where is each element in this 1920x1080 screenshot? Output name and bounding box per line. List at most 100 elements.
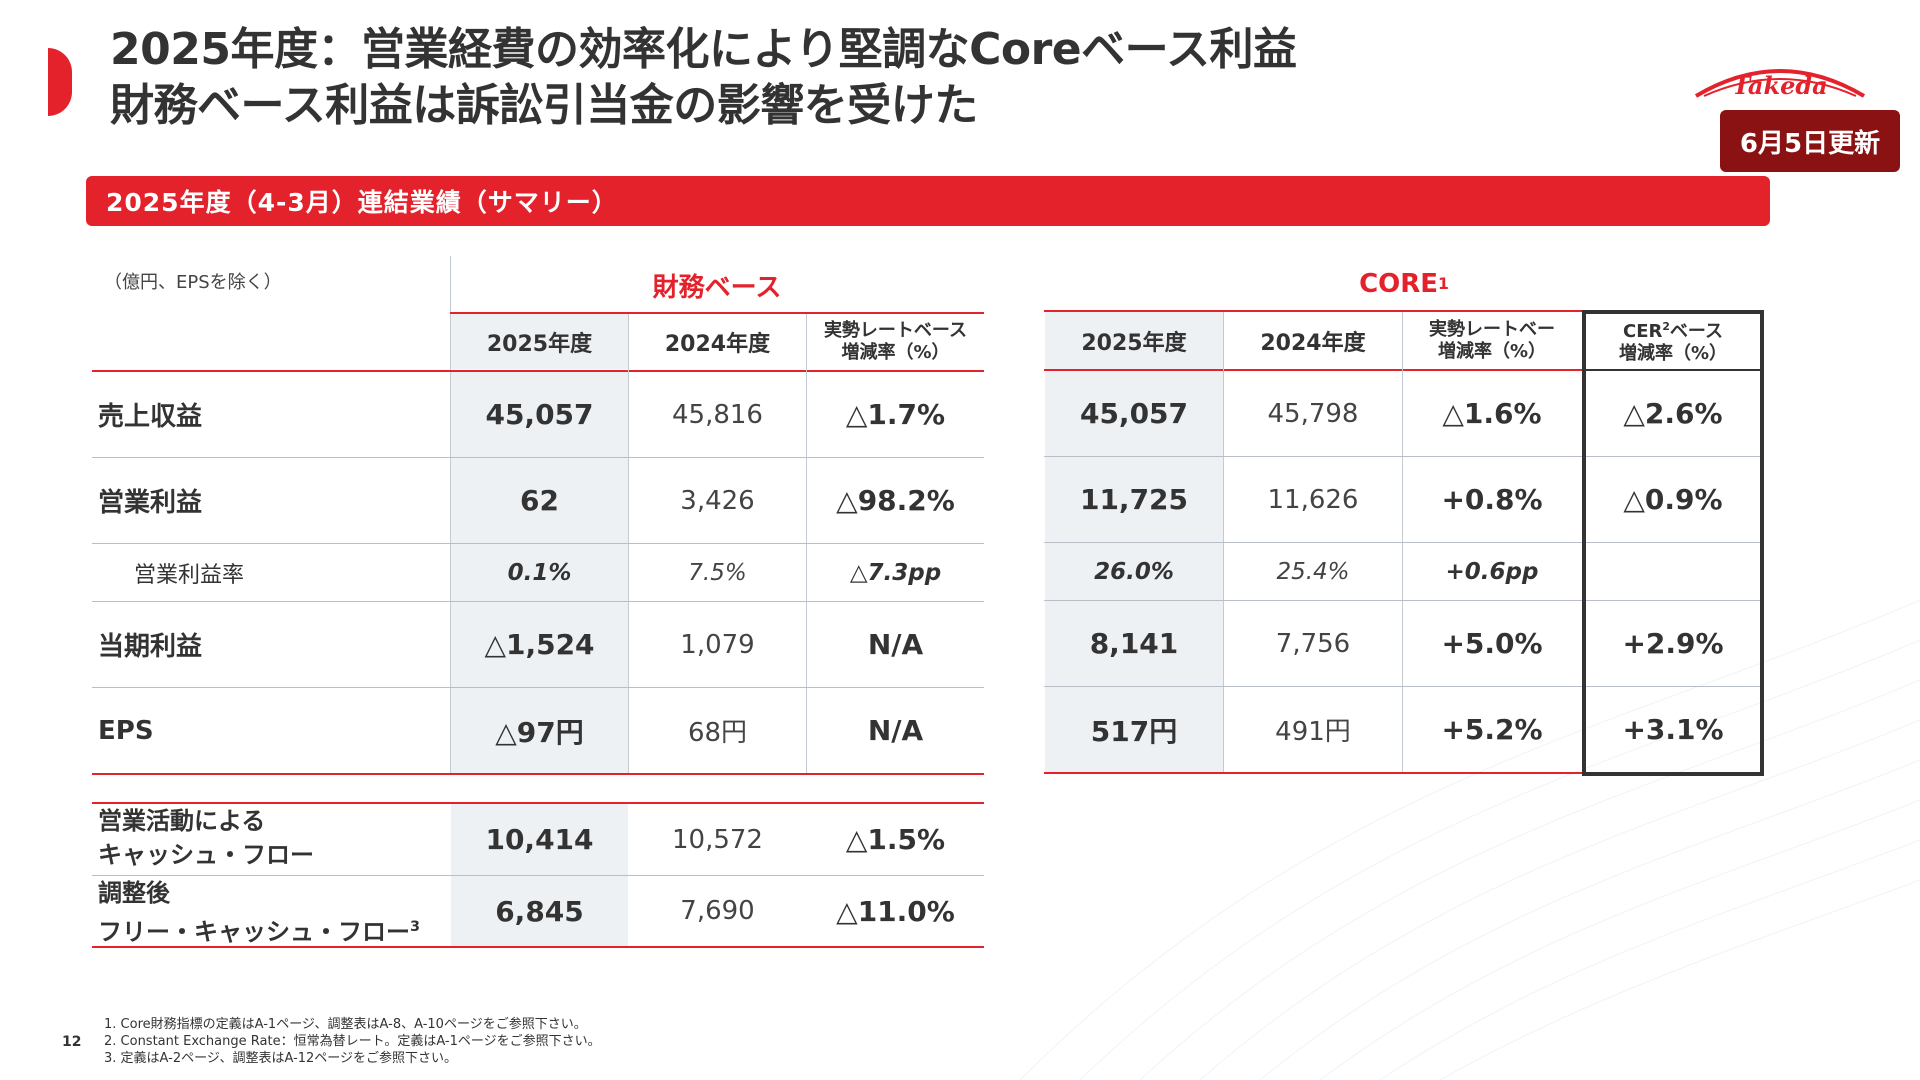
- row-label-operating-margin: 営業利益率: [134, 562, 245, 588]
- divider: [92, 601, 984, 602]
- fcf-label-line2: フリー・キャッシュ・フロー3: [98, 910, 420, 949]
- divider: [92, 946, 984, 948]
- fin-header-change-line2: 増減率（%）: [841, 341, 950, 363]
- fin-header-fy2024: 2024年度: [664, 331, 771, 357]
- divider: [92, 370, 984, 372]
- fin-op-profit-fy2024: 3,426: [680, 485, 755, 516]
- fcf-fy2025: 6,845: [495, 894, 584, 928]
- fcf-footnote-ref: 3: [410, 919, 421, 935]
- fin-header-fy2025: 2025年度: [451, 314, 628, 369]
- fin-eps-fy2024: 68円: [687, 718, 748, 748]
- fin-net-profit-change: N/A: [867, 628, 924, 661]
- fin-net-profit-fy2024: 1,079: [680, 629, 755, 660]
- footnotes: 1. Core財務指標の定義はA-1ページ、調整表はA-8、A-10ページをご参…: [104, 1016, 601, 1067]
- core-op-profit-fy2024: 11,626: [1267, 484, 1359, 515]
- core-op-profit-change: +0.8%: [1441, 483, 1543, 516]
- title-line-1: 2025年度：営業経費の効率化により堅調なCoreベース利益: [110, 24, 1297, 75]
- divider: [92, 687, 984, 688]
- fin-revenue-fy2025: 45,057: [485, 398, 594, 431]
- core-eps-fy2025: 517円: [1090, 714, 1178, 748]
- core-label-text: CORE: [1359, 269, 1439, 299]
- cer-base-text: ベース: [1669, 321, 1723, 342]
- svg-text:Takeda: Takeda: [1732, 71, 1827, 100]
- divider: [1044, 456, 1764, 457]
- cer-highlight-box: [1582, 310, 1764, 776]
- row-label-net-profit: 当期利益: [98, 632, 203, 662]
- fin-op-margin-fy2025: 0.1%: [507, 559, 572, 586]
- divider: [1044, 772, 1582, 774]
- core-header-cer-line2: 増減率（%）: [1618, 343, 1728, 364]
- fin-op-margin-fy2024: 7.5%: [688, 559, 747, 586]
- update-badge: 6月5日更新: [1720, 110, 1900, 172]
- fcf-label-line1: 調整後: [98, 879, 170, 907]
- divider: [92, 457, 984, 458]
- core-revenue-fy2024: 45,798: [1267, 398, 1359, 429]
- ocf-label-line2: キャッシュ・フロー: [98, 841, 314, 869]
- row-label-revenue: 売上収益: [98, 402, 203, 432]
- core-revenue-change: △1.6%: [1442, 397, 1542, 430]
- core-header-cer-line1: CER2ベース: [1623, 316, 1723, 343]
- core-op-profit-fy2025: 11,725: [1079, 483, 1189, 516]
- divider: [1044, 310, 1582, 312]
- fin-op-profit-fy2025: 62: [520, 484, 559, 517]
- divider: [1044, 542, 1764, 543]
- core-op-margin-change: +0.6pp: [1445, 558, 1539, 585]
- core-header-fy2025: 2025年度: [1045, 312, 1223, 369]
- fin-eps-change: N/A: [867, 714, 924, 747]
- fin-op-margin-change: △7.3pp: [849, 559, 942, 586]
- section-bar: 2025年度（4-3月）連結業績（サマリー）: [86, 176, 1770, 226]
- core-header-change-line1: 実勢レートベー: [1429, 318, 1555, 340]
- row-label-eps: EPS: [98, 715, 154, 746]
- divider: [1044, 600, 1764, 601]
- fin-header-change: 実勢レートベース 増減率（%）: [807, 314, 984, 369]
- ocf-label-line1: 営業活動による: [98, 807, 266, 835]
- divider: [92, 875, 984, 876]
- core-op-profit-cer: △0.9%: [1623, 483, 1723, 516]
- core-eps-change: +5.2%: [1441, 713, 1543, 746]
- divider: [92, 802, 984, 804]
- core-net-profit-fy2024: 7,756: [1275, 628, 1351, 659]
- core-op-margin-fy2024: 25.4%: [1276, 558, 1350, 585]
- divider: [92, 543, 984, 544]
- fin-net-profit-fy2025: △1,524: [484, 628, 595, 661]
- fin-op-profit-change: △98.2%: [836, 484, 955, 517]
- core-net-profit-change: +5.0%: [1441, 627, 1543, 660]
- core-revenue-cer: △2.6%: [1623, 397, 1723, 430]
- fin-header-change-line1: 実勢レートベース: [823, 319, 968, 341]
- divider: [1582, 369, 1764, 371]
- ocf-change: △1.5%: [845, 823, 946, 856]
- title-accent: [48, 48, 72, 116]
- fcf-label-text: フリー・キャッシュ・フロー: [98, 918, 410, 946]
- core-eps-fy2024: 491円: [1275, 717, 1351, 747]
- divider: [450, 256, 451, 773]
- core-footnote-ref: 1: [1438, 275, 1449, 293]
- footnote-3: 3. 定義はA-2ページ、調整表はA-12ページをご参照下さい。: [104, 1051, 458, 1066]
- core-net-profit-cer: +2.9%: [1622, 627, 1724, 660]
- footnote-1: 1. Core財務指標の定義はA-1ページ、調整表はA-8、A-10ページをご参…: [104, 1017, 587, 1032]
- unit-note: （億円、EPSを除く）: [104, 272, 282, 293]
- divider: [1044, 369, 1582, 371]
- financial-base-label: 財務ベース: [652, 272, 782, 303]
- page-number: 12: [62, 1034, 82, 1050]
- page-title: 2025年度：営業経費の効率化により堅調なCoreベース利益 財務ベース利益は訴…: [110, 22, 1297, 134]
- core-header-change: 実勢レートベー 増減率（%）: [1403, 312, 1581, 369]
- row-label-operating-cash-flow: 営業活動による キャッシュ・フロー: [98, 804, 314, 872]
- core-op-margin-fy2025: 26.0%: [1094, 558, 1174, 585]
- divider: [450, 312, 984, 314]
- fin-revenue-fy2024: 45,816: [672, 399, 763, 430]
- background-pattern: [1020, 599, 1920, 1080]
- core-header-fy2024: 2024年度: [1260, 330, 1366, 356]
- fin-revenue-change: △1.7%: [845, 398, 946, 431]
- row-label-free-cash-flow: 調整後 フリー・キャッシュ・フロー3: [98, 876, 420, 949]
- divider: [1044, 686, 1764, 687]
- ocf-fy2025: 10,414: [485, 823, 594, 856]
- ocf-fy2024: 10,572: [672, 824, 763, 855]
- core-header-change-line2: 増減率（%）: [1437, 340, 1547, 362]
- divider: [92, 773, 984, 775]
- fin-fy2025-column: [451, 372, 628, 773]
- footnote-2: 2. Constant Exchange Rate：恒常為替レート。定義はA-1…: [104, 1034, 601, 1049]
- takeda-logo: Takeda: [1694, 69, 1866, 100]
- cer-text: CER: [1623, 321, 1663, 342]
- core-fy2025-column: [1045, 371, 1223, 773]
- fcf-change: △11.0%: [836, 894, 955, 928]
